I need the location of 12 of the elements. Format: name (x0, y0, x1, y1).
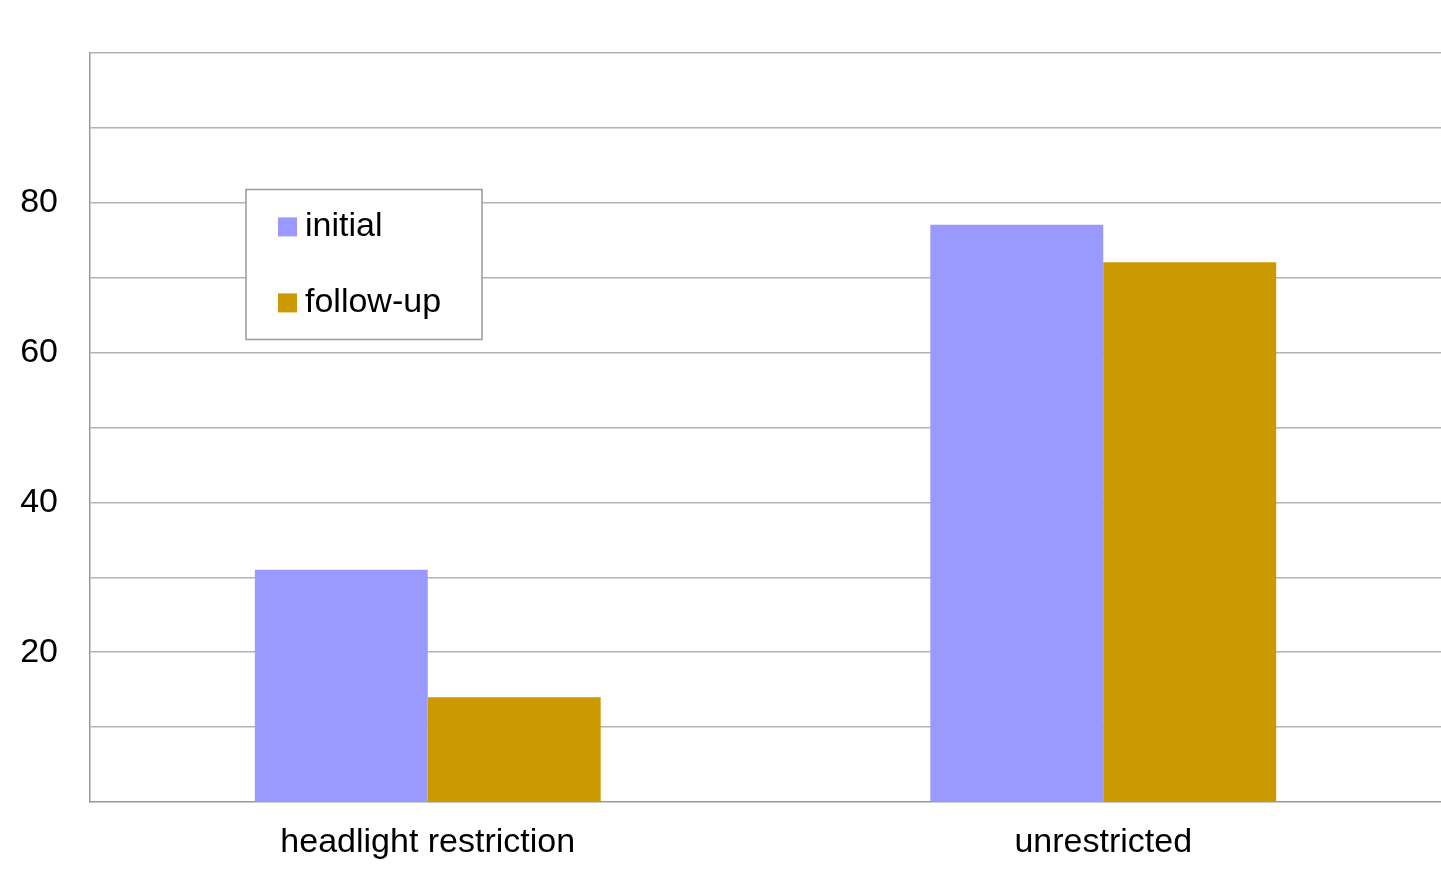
bar (1103, 262, 1277, 803)
legend-label: follow-up (305, 280, 442, 319)
y-tick-label: 20 (20, 630, 58, 669)
x-tick-label: headlight restriction (280, 820, 576, 859)
x-tick-label: unrestricted (1014, 820, 1193, 859)
y-tick-label: 80 (20, 180, 58, 219)
legend-label: initial (305, 204, 383, 243)
y-tick-label: 60 (20, 330, 58, 369)
y-tick-label: 40 (20, 480, 58, 519)
bar (427, 697, 601, 803)
bar (930, 224, 1104, 803)
bar (254, 569, 428, 803)
